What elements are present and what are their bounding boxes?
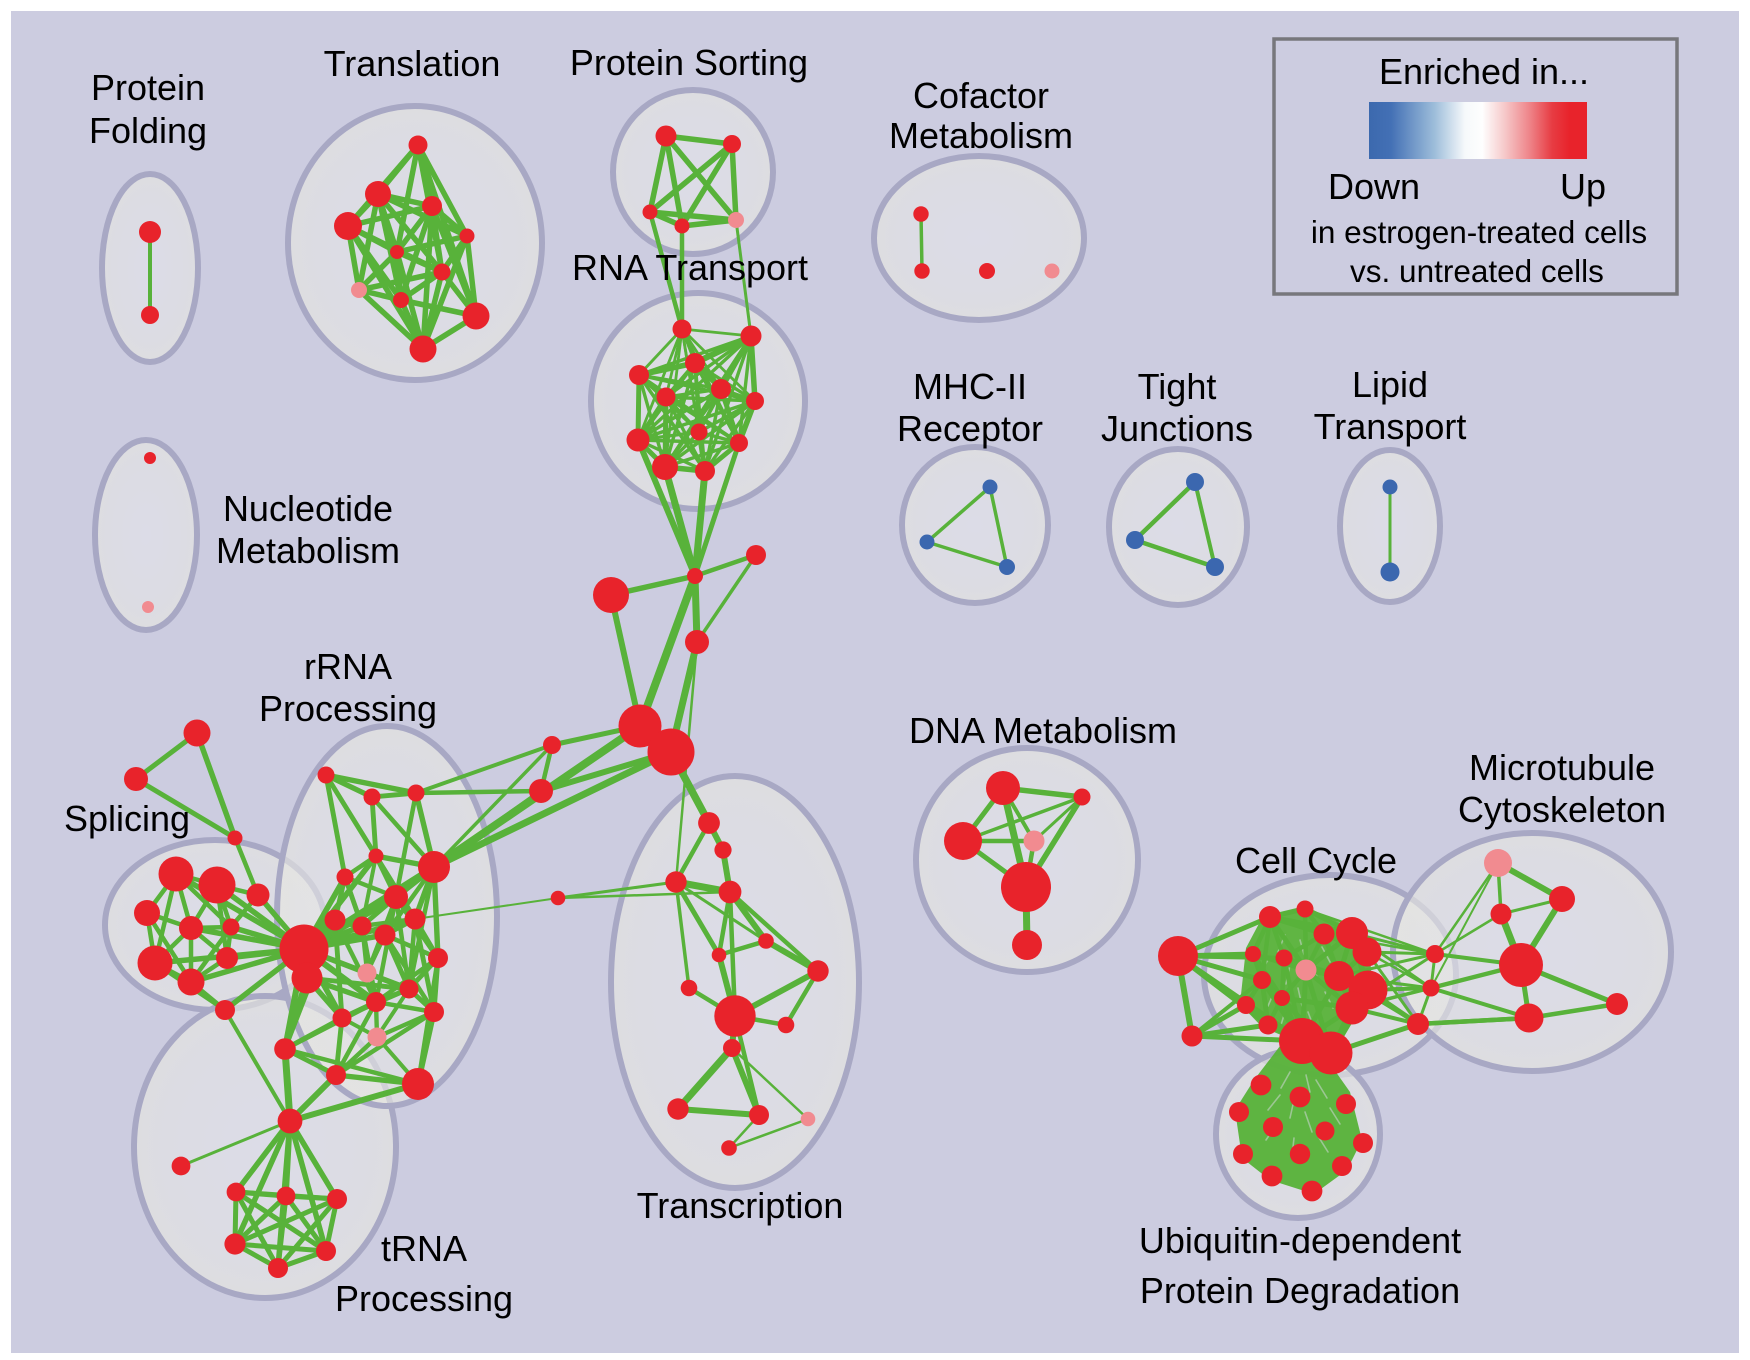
svg-text:Up: Up — [1560, 166, 1606, 207]
svg-text:Enriched in...: Enriched in... — [1379, 51, 1589, 92]
svg-text:vs. untreated cells: vs. untreated cells — [1350, 253, 1604, 289]
svg-text:DNA Metabolism: DNA Metabolism — [909, 710, 1177, 751]
svg-text:Down: Down — [1328, 166, 1420, 207]
svg-text:Processing: Processing — [259, 688, 437, 729]
svg-text:Metabolism: Metabolism — [216, 530, 400, 571]
svg-text:Ubiquitin-dependent: Ubiquitin-dependent — [1139, 1220, 1461, 1261]
svg-text:Processing: Processing — [335, 1278, 513, 1319]
svg-text:tRNA: tRNA — [381, 1228, 467, 1269]
svg-text:Junctions: Junctions — [1101, 408, 1253, 449]
svg-text:Lipid: Lipid — [1352, 364, 1428, 405]
svg-text:Metabolism: Metabolism — [889, 115, 1073, 156]
svg-text:Tight: Tight — [1138, 366, 1217, 407]
svg-text:Receptor: Receptor — [897, 408, 1043, 449]
svg-text:Protein: Protein — [91, 67, 205, 108]
svg-text:Transport: Transport — [1314, 406, 1467, 447]
svg-text:Microtubule: Microtubule — [1469, 747, 1655, 788]
svg-text:rRNA: rRNA — [304, 646, 392, 687]
svg-text:Cytoskeleton: Cytoskeleton — [1458, 789, 1666, 830]
svg-text:RNA Transport: RNA Transport — [572, 247, 808, 288]
svg-text:Transcription: Transcription — [637, 1185, 844, 1226]
svg-text:Cofactor: Cofactor — [913, 75, 1049, 116]
svg-text:in estrogen-treated cells: in estrogen-treated cells — [1311, 214, 1647, 250]
svg-text:Protein Degradation: Protein Degradation — [1140, 1270, 1460, 1311]
svg-text:Translation: Translation — [324, 43, 501, 84]
svg-text:Cell Cycle: Cell Cycle — [1235, 840, 1397, 881]
svg-text:Protein Sorting: Protein Sorting — [570, 42, 808, 83]
svg-text:Nucleotide: Nucleotide — [223, 488, 393, 529]
svg-text:MHC-II: MHC-II — [913, 366, 1027, 407]
svg-text:Folding: Folding — [89, 110, 207, 151]
svg-text:Splicing: Splicing — [64, 798, 190, 839]
